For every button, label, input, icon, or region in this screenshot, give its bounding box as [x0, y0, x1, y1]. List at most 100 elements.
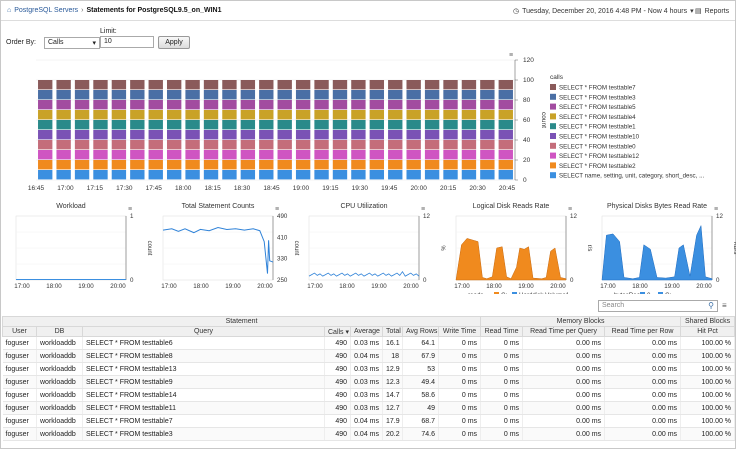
bar-segment: [74, 90, 90, 100]
bar-segment: [295, 140, 311, 150]
search-placeholder: Search: [602, 302, 625, 309]
bar-segment: [148, 150, 163, 160]
table-row[interactable]: foguser workloaddb SELECT * FROM testtable…: [2, 388, 736, 402]
bar-segment: [406, 140, 421, 150]
legend-swatch: [494, 292, 499, 294]
table-cell: 67.9: [402, 349, 439, 363]
table-cell: 12.7: [382, 401, 403, 415]
limit-input[interactable]: 10: [100, 36, 154, 48]
bar-segment: [461, 110, 477, 120]
table-cell: workloaddb: [36, 362, 83, 376]
bar-segment: [351, 140, 366, 150]
column-header[interactable]: Query: [82, 326, 325, 337]
bar-segment: [74, 100, 90, 110]
breadcrumb-root[interactable]: PostgreSQL Servers: [14, 7, 79, 14]
table-cell: 0 ms: [480, 388, 524, 402]
column-header[interactable]: Read Time: [480, 326, 524, 337]
bar-segment: [185, 140, 200, 150]
table-row[interactable]: foguser workloaddb SELECT * FROM testtable…: [2, 414, 736, 428]
bar-segment: [166, 160, 182, 170]
column-header[interactable]: Read Time per Row: [604, 326, 682, 337]
bar-segment: [74, 140, 90, 150]
column-header[interactable]: Avg Rows: [402, 326, 439, 337]
column-header[interactable]: DB: [36, 326, 83, 337]
search-icon[interactable]: ⚲: [708, 301, 714, 310]
x-tick-label: 18:00: [175, 185, 192, 192]
bar-segment: [277, 150, 292, 160]
table-header-row: User DB Query Calls ▾ Average Total Avg Rows Wr…: [2, 326, 736, 337]
table-cell: foguser: [2, 427, 37, 441]
bar-segment: [203, 150, 219, 160]
table-cell: 0.00 ms: [522, 427, 606, 441]
table-row[interactable]: foguser workloaddb SELECT * FROM testtable…: [2, 375, 736, 389]
bar-segment: [443, 110, 458, 120]
legend-item: SELECT name, setting, unit, category, sh…: [559, 173, 705, 180]
table-cell: 0.00 ms: [604, 375, 682, 389]
bar-segment: [277, 90, 292, 100]
legend-swatch: [550, 84, 556, 90]
column-header[interactable]: Write Time: [437, 326, 482, 337]
small-chart-3: Logical Disk Reads Rate ≡ 0 12 r/s 17:00 18:00…: [454, 203, 592, 294]
column-header[interactable]: Calls ▾: [324, 326, 351, 337]
legend-swatch: [640, 292, 645, 294]
bar-segment: [406, 120, 421, 130]
table-menu-icon[interactable]: ≡: [722, 301, 727, 310]
table-cell: SELECT * FROM testtable14: [82, 388, 325, 402]
table-cell: 0 ms: [438, 336, 482, 350]
bar-segment: [130, 100, 145, 110]
x-tick-label: 20:00: [403, 283, 419, 290]
column-header[interactable]: Read Time per Query: [522, 326, 606, 337]
bar-segment: [111, 120, 127, 130]
bar-segment: [222, 140, 237, 150]
y-tick-label: 12: [716, 213, 723, 220]
order-by-select[interactable]: Calls ▾: [44, 37, 100, 49]
x-tick-label: 17:45: [146, 185, 163, 192]
apply-button[interactable]: Apply: [158, 36, 190, 49]
column-header[interactable]: Hit Pct: [680, 326, 736, 337]
table-cell: 0.00 ms: [522, 362, 606, 376]
x-tick-label: 18:00: [46, 283, 62, 290]
bar-segment: [130, 80, 145, 90]
column-header[interactable]: Average: [350, 326, 383, 337]
table-cell: 58.6: [402, 388, 439, 402]
bar-segment: [369, 100, 385, 110]
column-header[interactable]: Total: [382, 326, 403, 337]
search-input[interactable]: Search ⚲: [598, 300, 718, 312]
y-tick-label: 330: [277, 256, 288, 263]
bar-segment: [332, 120, 348, 130]
bar-segment: [203, 140, 219, 150]
bar-segment: [480, 170, 495, 180]
table-row[interactable]: foguser workloaddb SELECT * FROM testtable…: [2, 336, 736, 350]
bar-segment: [240, 120, 256, 130]
report-icon: ▤: [695, 8, 702, 15]
table-cell: 0.04 ms: [350, 414, 383, 428]
bar-segment: [111, 140, 127, 150]
legend-label: reads: [468, 292, 483, 294]
column-header[interactable]: User: [2, 326, 37, 337]
bar-segment: [56, 80, 71, 90]
legend-label: bytesRead: [614, 292, 644, 294]
legend-item: SELECT * FROM testtable12: [559, 153, 640, 160]
bar-segment: [38, 150, 53, 160]
table-cell: 49.4: [402, 375, 439, 389]
bar-segment: [388, 150, 403, 160]
table-row[interactable]: foguser workloaddb SELECT * FROM testtable…: [2, 349, 736, 363]
legend-swatch: [550, 152, 556, 159]
reports-button[interactable]: ▤ Reports: [695, 7, 729, 16]
time-range-selector[interactable]: ◷ Tuesday, December 20, 2016 4:48 PM - N…: [513, 7, 694, 16]
table-row[interactable]: foguser workloaddb SELECT * FROM testtable…: [2, 427, 736, 441]
y-axis-label: r/s: [586, 245, 592, 252]
bar-segment: [166, 90, 182, 100]
chart-title: Physical Disks Bytes Read Rate: [607, 203, 707, 210]
table-row[interactable]: foguser workloaddb SELECT * FROM testtable…: [2, 401, 736, 415]
table-cell: 0.00 ms: [522, 401, 606, 415]
bar-segment: [443, 170, 458, 180]
table-row[interactable]: foguser workloaddb SELECT * FROM testtable…: [2, 362, 736, 376]
bar-segment: [259, 120, 274, 130]
bar-segment: [332, 130, 348, 140]
x-tick-label: 19:00: [78, 283, 94, 290]
y-axis-label: count: [293, 241, 299, 256]
bar-segment: [295, 90, 311, 100]
bar-segment: [148, 100, 163, 110]
bar-segment: [424, 170, 440, 180]
